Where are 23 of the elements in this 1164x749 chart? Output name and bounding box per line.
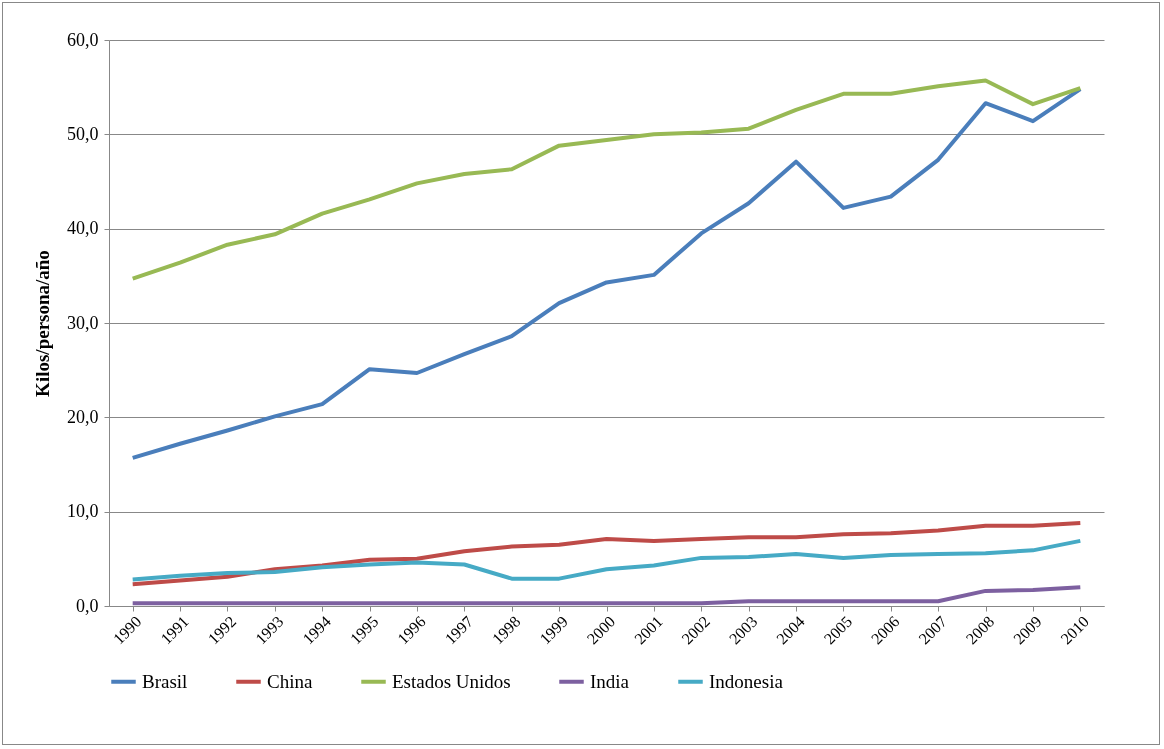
legend-label: Brasil [142,670,188,692]
legend-label: Estados Unidos [392,670,511,692]
legend-label: China [267,670,313,692]
y-tick-label: 20,0 [67,406,99,427]
x-tick-label: 1990 [109,612,145,648]
legend-label: Indonesia [709,670,784,692]
line-series [130,78,1083,281]
x-tick-label: 1993 [252,612,287,648]
x-tick-label: 1992 [204,612,240,648]
line-series [130,538,1083,582]
x-tick-label: 1999 [536,612,571,648]
y-tick-label: 40,0 [67,218,99,239]
legend-label: India [590,670,630,692]
y-tick-label: 50,0 [67,123,99,144]
line-series [130,585,1083,606]
x-tick-label: 1991 [157,612,192,648]
y-tick-label: 0,0 [76,595,99,616]
y-tick-label: 30,0 [67,312,99,333]
y-tick-label: 60,0 [67,29,99,50]
y-axis-title: Kilos/persona/año [32,250,53,397]
line-series [130,520,1083,587]
line-series [130,87,1083,460]
y-tick-label: 10,0 [67,501,99,522]
